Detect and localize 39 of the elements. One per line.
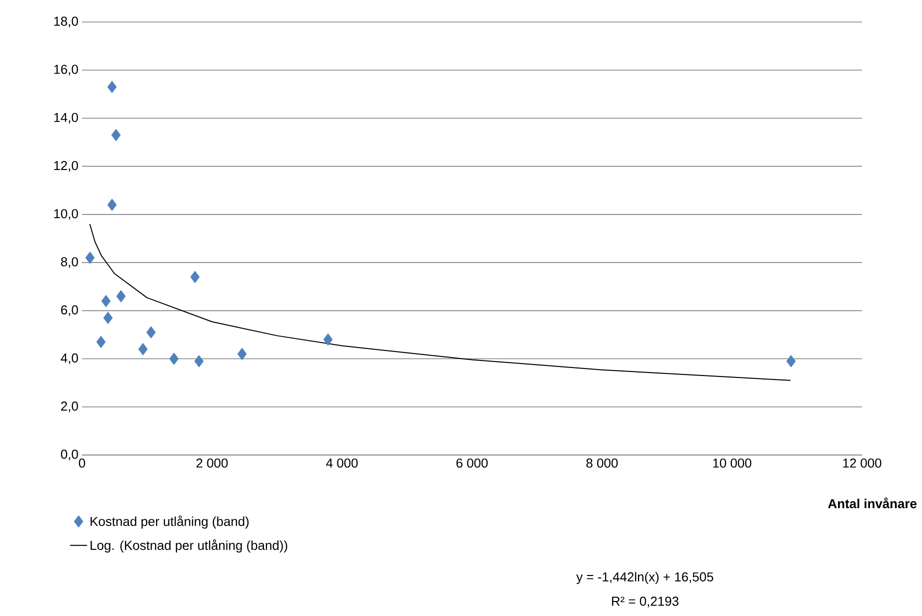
point [116,290,126,302]
legend-label: Log. (Kostnad per utlåning (band)) [90,539,288,553]
y-tick-label: 4,0 [60,353,78,364]
legend-label: Kostnad per utlåning (band) [90,515,249,529]
line-series [89,224,792,381]
x-tick-label: 8 000 [586,458,618,468]
point [103,312,113,324]
point [138,342,148,356]
point [107,80,117,94]
point [169,352,179,365]
point [190,270,200,284]
x-tick-label: 4 000 [326,458,358,468]
point [146,326,156,338]
x-axis-title: Antal invånare [828,497,917,508]
point [786,355,796,368]
x-tick-label: 2 000 [196,458,228,468]
x-tick-label: 12 000 [843,458,882,468]
text: y = -1,442ln(x) + 16,505 [576,572,714,584]
point [237,348,247,360]
y-tick-label: 10,0 [54,209,78,220]
point [85,252,95,264]
x-tick-label: 6 000 [456,458,488,468]
point [96,336,106,348]
y-tick-label: 6,0 [61,305,78,316]
y-tick-label: 2,0 [61,402,78,412]
text: R² = 0,2193 [612,596,678,608]
point [107,198,117,211]
y-tick-label: 0,0 [60,450,78,460]
point [194,355,204,368]
point [101,294,111,308]
x-tick-label: 10 000 [713,458,752,468]
y-tick-label: 14,0 [54,112,78,124]
point [323,333,333,346]
y-tick-label: 16,0 [54,64,78,76]
x-tick-label: 0 [78,458,86,468]
point [111,128,121,142]
y-tick-label: 8,0 [61,257,78,268]
y-tick-label: 18,0 [54,16,78,28]
y-tick-label: 12,0 [54,160,78,172]
